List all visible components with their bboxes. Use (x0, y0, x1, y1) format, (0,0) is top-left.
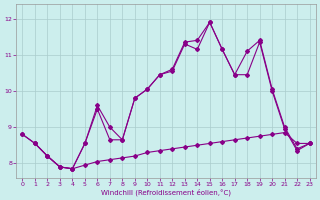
X-axis label: Windchill (Refroidissement éolien,°C): Windchill (Refroidissement éolien,°C) (101, 188, 231, 196)
